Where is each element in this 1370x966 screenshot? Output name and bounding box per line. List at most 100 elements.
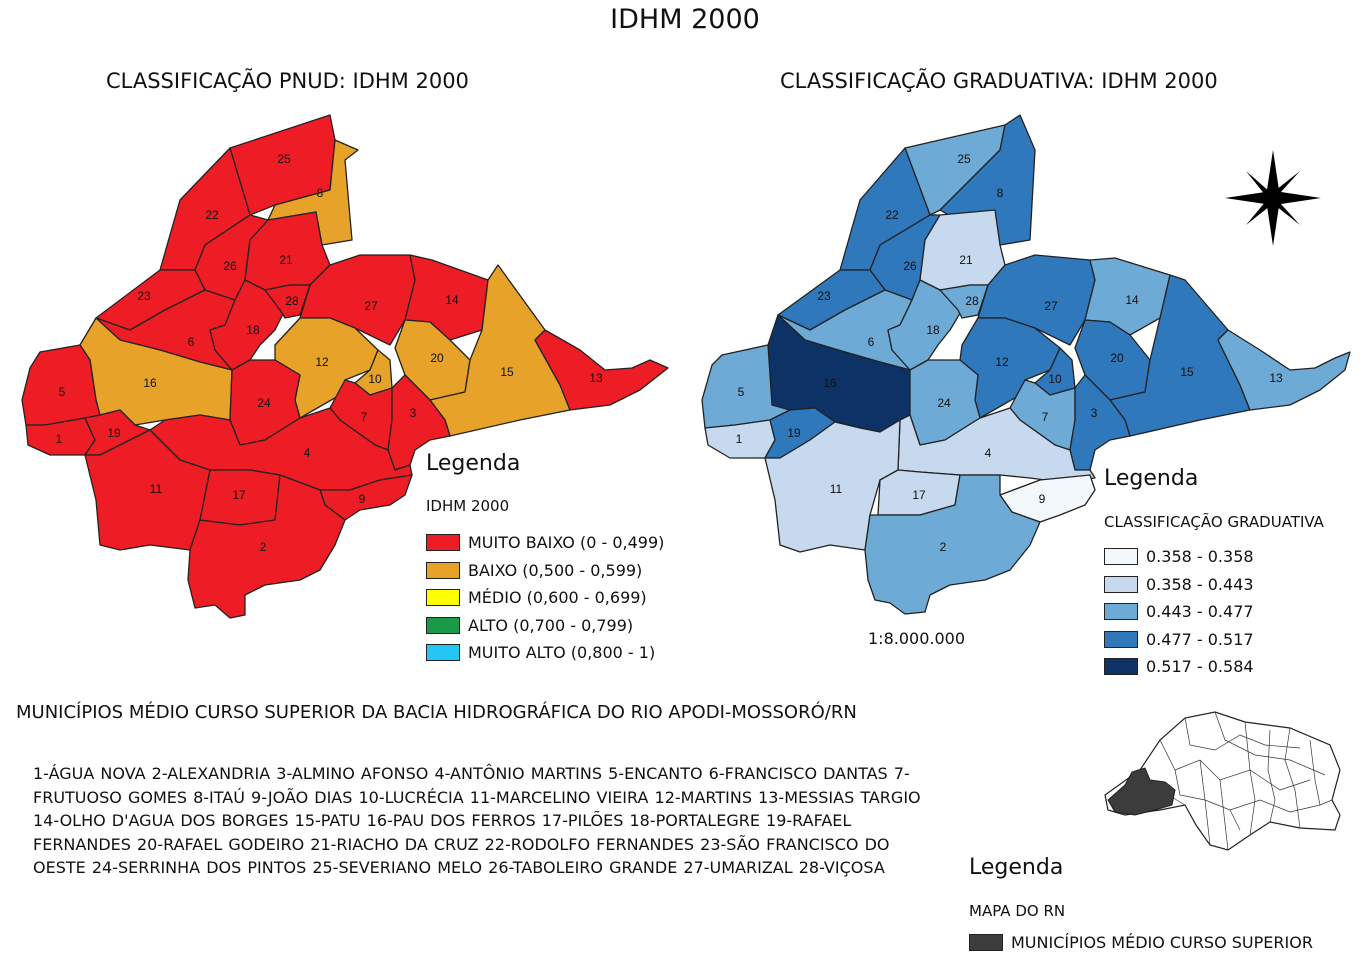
left-label-5: 5 (59, 385, 66, 399)
right-label-11: 11 (830, 482, 843, 496)
right-label-23: 23 (817, 289, 831, 303)
legend-label: 0.477 - 0.517 (1146, 629, 1254, 649)
right-label-12: 12 (995, 355, 1009, 369)
left-legend-heading: Legenda (426, 451, 521, 476)
left-label-22: 22 (205, 208, 219, 222)
right-legend-item: 0.358 - 0.443 (1104, 571, 1254, 599)
left-label-1: 1 (56, 432, 63, 446)
left-label-26: 26 (223, 259, 237, 273)
legend-label: BAIXO (0,500 - 0,599) (468, 560, 643, 580)
main-title: IDHM 2000 (610, 4, 760, 35)
municipalities-list: 1-ÁGUA NOVA 2-ALEXANDRIA 3-ALMINO AFONSO… (33, 764, 921, 877)
left-label-28: 28 (285, 294, 299, 308)
inset-legend-item: MUNICÍPIOS MÉDIO CURSO SUPERIOR (969, 933, 1313, 952)
left-municipality-3 (387, 374, 451, 471)
left-legend-item: MUITO BAIXO (0 - 0,499) (426, 529, 664, 557)
left-label-24: 24 (257, 396, 271, 410)
right-label-1: 1 (736, 432, 743, 446)
legend-label: MUNICÍPIOS MÉDIO CURSO SUPERIOR (1011, 933, 1313, 952)
left-label-16: 16 (143, 376, 157, 390)
left-label-18: 18 (246, 323, 260, 337)
right-label-18: 18 (926, 323, 940, 337)
legend-swatch (969, 934, 1003, 951)
legend-label: MÉDIO (0,600 - 0,699) (468, 588, 647, 608)
legend-label: 0.358 - 0.443 (1146, 574, 1254, 594)
legend-label: 0.358 - 0.358 (1146, 547, 1254, 567)
legend-swatch (1104, 548, 1138, 566)
right-legend-item: 0.517 - 0.584 (1104, 653, 1254, 681)
right-label-7: 7 (1042, 410, 1049, 424)
right-label-20: 20 (1110, 351, 1124, 365)
left-legend-item: BAIXO (0,500 - 0,599) (426, 557, 664, 585)
left-label-27: 27 (364, 299, 378, 313)
left-municipality-8 (267, 139, 359, 246)
left-legend-item: ALTO (0,700 - 0,799) (426, 612, 664, 640)
left-label-2: 2 (260, 540, 267, 554)
right-label-8: 8 (997, 186, 1004, 200)
legend-label: ALTO (0,700 - 0,799) (468, 615, 634, 635)
inset-legend-heading: Legenda (969, 855, 1064, 880)
left-label-6: 6 (188, 335, 195, 349)
right-label-13: 13 (1269, 371, 1283, 385)
right-label-4: 4 (985, 446, 992, 460)
legend-swatch (1104, 575, 1138, 593)
left-label-10: 10 (368, 372, 382, 386)
right-legend-item: 0.358 - 0.358 (1104, 543, 1254, 571)
right-legend: 0.358 - 0.358 0.358 - 0.443 0.443 - 0.47… (1104, 543, 1254, 681)
compass-star-icon (1225, 150, 1321, 246)
right-label-3: 3 (1091, 406, 1098, 420)
right-municipality-3 (1069, 374, 1131, 471)
legend-swatch (426, 644, 460, 662)
scale-text: 1:8.000.000 (868, 629, 965, 648)
right-label-19: 19 (787, 426, 801, 440)
right-label-22: 22 (885, 208, 899, 222)
right-label-5: 5 (738, 385, 745, 399)
right-label-16: 16 (823, 376, 837, 390)
left-label-25: 25 (277, 152, 291, 166)
legend-swatch (426, 616, 460, 634)
left-legend-subtitle: IDHM 2000 (426, 497, 510, 515)
legend-swatch (1104, 658, 1138, 676)
right-label-25: 25 (957, 152, 971, 166)
right-label-10: 10 (1048, 372, 1062, 386)
right-label-2: 2 (940, 540, 947, 554)
left-label-8: 8 (317, 186, 324, 200)
left-label-7: 7 (361, 410, 368, 424)
right-municipality-28 (939, 284, 989, 319)
left-label-12: 12 (315, 355, 329, 369)
right-label-26: 26 (903, 259, 917, 273)
right-label-14: 14 (1125, 293, 1139, 307)
rn-highlight-region (1107, 767, 1176, 816)
legend-swatch (426, 589, 460, 607)
left-label-23: 23 (137, 289, 151, 303)
left-legend-item: MÉDIO (0,600 - 0,699) (426, 584, 664, 612)
right-municipality-18 (887, 279, 963, 371)
left-map-title: CLASSIFICAÇÃO PNUD: IDHM 2000 (106, 69, 469, 93)
left-label-4: 4 (304, 446, 311, 460)
right-label-9: 9 (1039, 492, 1046, 506)
right-label-6: 6 (868, 335, 875, 349)
right-label-28: 28 (965, 294, 979, 308)
left-legend-item: MUITO ALTO (0,800 - 1) (426, 639, 664, 667)
left-label-9: 9 (359, 492, 366, 506)
right-legend-item: 0.443 - 0.477 (1104, 598, 1254, 626)
left-label-3: 3 (410, 406, 417, 420)
left-municipality-2 (187, 474, 346, 619)
right-label-24: 24 (937, 396, 951, 410)
legend-swatch (426, 561, 460, 579)
right-legend-subtitle: CLASSIFICAÇÃO GRADUATIVA (1104, 513, 1324, 531)
legend-swatch (1104, 603, 1138, 621)
left-label-14: 14 (445, 293, 459, 307)
left-label-15: 15 (500, 365, 514, 379)
left-label-20: 20 (430, 351, 444, 365)
legend-label: 0.517 - 0.584 (1146, 657, 1254, 677)
legend-swatch (1104, 630, 1138, 648)
left-municipality-13 (534, 329, 669, 411)
right-label-21: 21 (959, 253, 973, 267)
left-label-19: 19 (107, 426, 121, 440)
left-label-17: 17 (232, 488, 246, 502)
right-legend-heading: Legenda (1104, 466, 1199, 491)
